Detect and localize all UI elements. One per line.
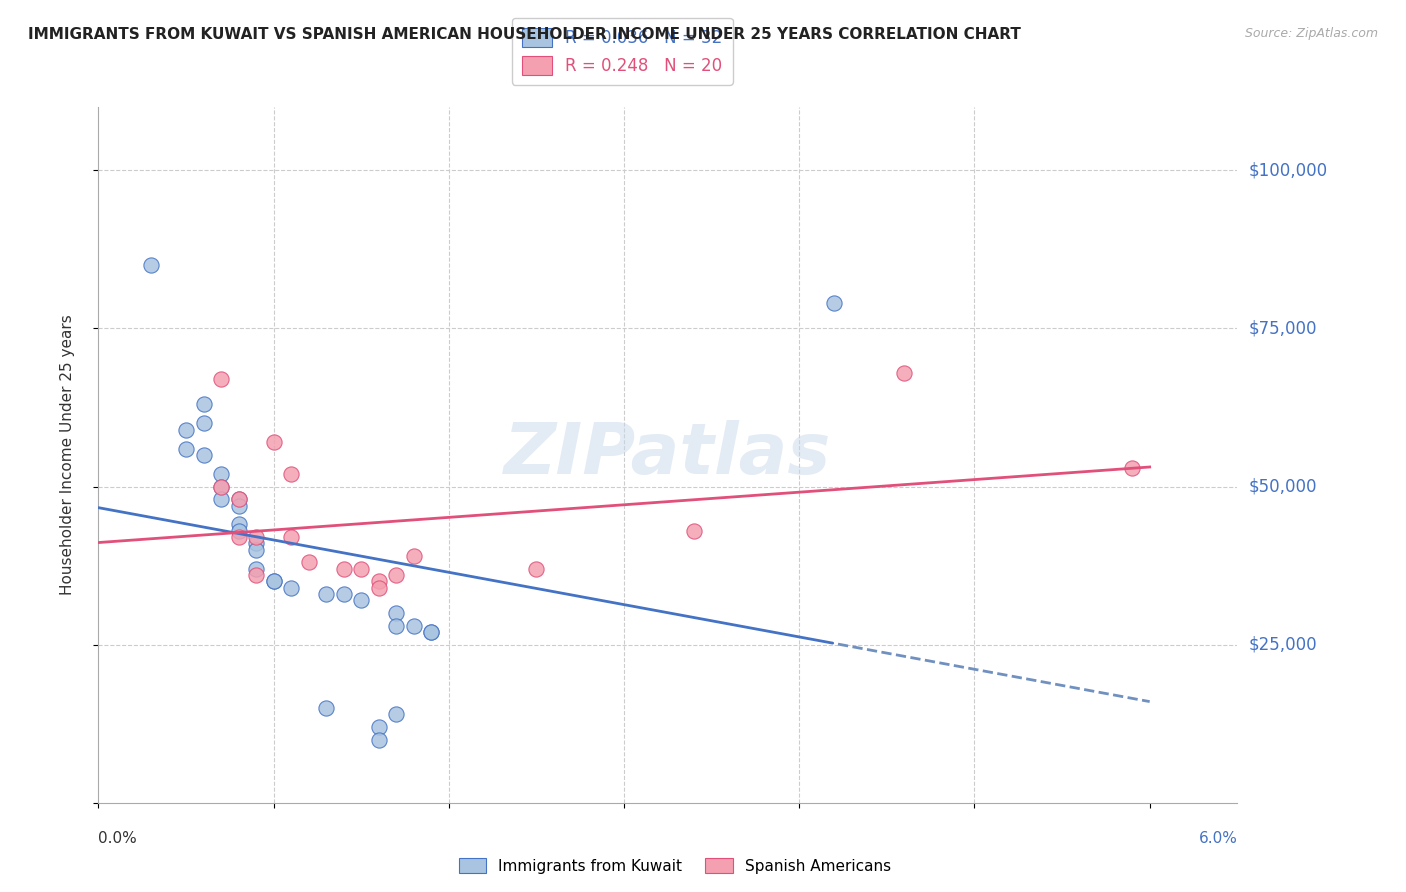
- Text: $25,000: $25,000: [1249, 636, 1317, 654]
- Text: 6.0%: 6.0%: [1198, 830, 1237, 846]
- Point: [367, 581, 389, 595]
- Point: [174, 442, 197, 456]
- Point: [228, 517, 250, 532]
- Point: [228, 524, 250, 538]
- Point: [402, 549, 425, 563]
- Point: [245, 530, 267, 544]
- Point: [298, 556, 321, 570]
- Point: [385, 568, 408, 582]
- Point: [193, 448, 215, 462]
- Point: [280, 530, 302, 544]
- Point: [385, 707, 408, 722]
- Point: [193, 417, 215, 431]
- Text: 0.0%: 0.0%: [98, 830, 138, 846]
- Text: IMMIGRANTS FROM KUWAIT VS SPANISH AMERICAN HOUSEHOLDER INCOME UNDER 25 YEARS COR: IMMIGRANTS FROM KUWAIT VS SPANISH AMERIC…: [28, 27, 1021, 42]
- Point: [263, 574, 285, 589]
- Legend: Immigrants from Kuwait, Spanish Americans: Immigrants from Kuwait, Spanish American…: [453, 852, 897, 880]
- Point: [280, 467, 302, 481]
- Point: [139, 258, 162, 272]
- Legend: R = 0.036   N = 32, R = 0.248   N = 20: R = 0.036 N = 32, R = 0.248 N = 20: [512, 18, 733, 85]
- Point: [420, 625, 443, 640]
- Point: [245, 536, 267, 550]
- Point: [367, 732, 389, 747]
- Point: [332, 587, 354, 601]
- Point: [174, 423, 197, 437]
- Text: $100,000: $100,000: [1249, 161, 1327, 179]
- Point: [245, 562, 267, 576]
- Point: [263, 435, 285, 450]
- Point: [209, 467, 232, 481]
- Point: [526, 562, 548, 576]
- Point: [332, 562, 354, 576]
- Point: [385, 618, 408, 632]
- Point: [193, 397, 215, 411]
- Point: [420, 625, 443, 640]
- Point: [228, 499, 250, 513]
- Point: [209, 492, 232, 507]
- Point: [1121, 460, 1143, 475]
- Point: [209, 479, 232, 493]
- Point: [245, 542, 267, 557]
- Y-axis label: Householder Income Under 25 years: Householder Income Under 25 years: [60, 315, 75, 595]
- Point: [209, 479, 232, 493]
- Point: [209, 372, 232, 386]
- Point: [683, 524, 706, 538]
- Point: [228, 492, 250, 507]
- Point: [893, 366, 915, 380]
- Point: [228, 492, 250, 507]
- Point: [245, 568, 267, 582]
- Point: [315, 701, 337, 715]
- Point: [350, 593, 373, 607]
- Point: [367, 720, 389, 734]
- Text: ZIPatlas: ZIPatlas: [505, 420, 831, 490]
- Text: $50,000: $50,000: [1249, 477, 1317, 496]
- Point: [315, 587, 337, 601]
- Text: Source: ZipAtlas.com: Source: ZipAtlas.com: [1244, 27, 1378, 40]
- Point: [350, 562, 373, 576]
- Point: [228, 530, 250, 544]
- Text: $75,000: $75,000: [1249, 319, 1317, 337]
- Point: [280, 581, 302, 595]
- Point: [263, 574, 285, 589]
- Point: [385, 606, 408, 620]
- Point: [367, 574, 389, 589]
- Point: [823, 296, 845, 310]
- Point: [402, 618, 425, 632]
